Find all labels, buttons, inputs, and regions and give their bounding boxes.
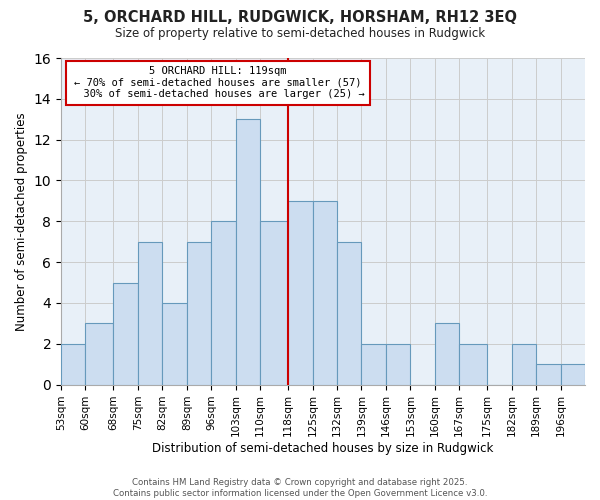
Bar xyxy=(459,344,487,385)
Bar xyxy=(560,364,585,384)
Bar xyxy=(386,344,410,385)
Bar xyxy=(138,242,163,384)
Bar xyxy=(536,364,560,384)
Bar xyxy=(113,282,138,384)
Bar xyxy=(85,324,113,384)
Bar xyxy=(61,344,85,385)
Bar xyxy=(288,201,313,384)
Y-axis label: Number of semi-detached properties: Number of semi-detached properties xyxy=(15,112,28,330)
Bar xyxy=(313,201,337,384)
Text: Contains HM Land Registry data © Crown copyright and database right 2025.
Contai: Contains HM Land Registry data © Crown c… xyxy=(113,478,487,498)
Bar xyxy=(337,242,361,384)
X-axis label: Distribution of semi-detached houses by size in Rudgwick: Distribution of semi-detached houses by … xyxy=(152,442,494,455)
Bar xyxy=(435,324,459,384)
Text: 5, ORCHARD HILL, RUDGWICK, HORSHAM, RH12 3EQ: 5, ORCHARD HILL, RUDGWICK, HORSHAM, RH12… xyxy=(83,10,517,25)
Bar xyxy=(260,222,288,384)
Bar xyxy=(163,303,187,384)
Bar xyxy=(211,222,236,384)
Bar xyxy=(512,344,536,385)
Bar xyxy=(236,119,260,384)
Text: 5 ORCHARD HILL: 119sqm
← 70% of semi-detached houses are smaller (57)
  30% of s: 5 ORCHARD HILL: 119sqm ← 70% of semi-det… xyxy=(71,66,365,100)
Bar xyxy=(187,242,211,384)
Text: Size of property relative to semi-detached houses in Rudgwick: Size of property relative to semi-detach… xyxy=(115,28,485,40)
Bar xyxy=(361,344,386,385)
